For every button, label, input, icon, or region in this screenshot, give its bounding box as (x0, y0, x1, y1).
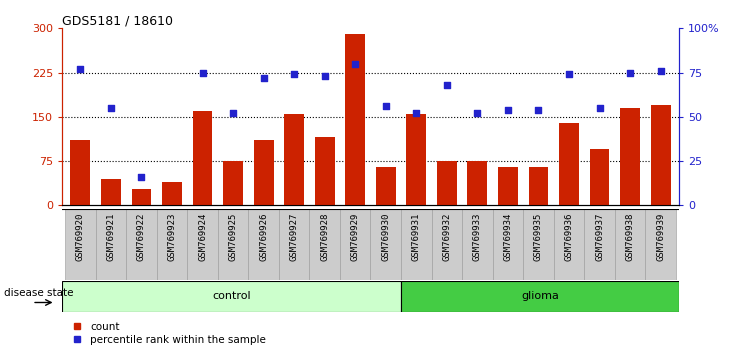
Text: GSM769938: GSM769938 (626, 212, 634, 261)
Point (593, 105, 605, 111)
Text: GSM769923: GSM769923 (167, 212, 177, 261)
Point (74, 66, 86, 72)
Text: GSM769936: GSM769936 (564, 212, 574, 261)
Text: GSM769934: GSM769934 (504, 212, 512, 261)
Bar (157, 209, 188, 280)
Text: GSM769920: GSM769920 (76, 212, 85, 261)
Bar (193, 111, 212, 205)
Bar (467, 161, 488, 205)
Bar (584, 209, 615, 280)
Bar (498, 167, 518, 205)
Bar (493, 209, 523, 280)
Bar (162, 182, 182, 205)
Bar (462, 209, 493, 280)
Bar (650, 105, 670, 205)
Text: GSM769939: GSM769939 (656, 212, 665, 261)
Text: GSM769930: GSM769930 (381, 212, 391, 261)
Point (533, 107, 545, 113)
Text: GSM769929: GSM769929 (350, 212, 360, 261)
Bar (126, 209, 157, 280)
Bar (315, 137, 334, 205)
Text: GSM769926: GSM769926 (259, 212, 268, 261)
Point (136, 174, 147, 180)
Bar (310, 209, 340, 280)
Text: GSM769935: GSM769935 (534, 212, 543, 261)
Bar (218, 209, 248, 280)
Point (319, 73, 331, 79)
Bar (248, 209, 279, 280)
Point (196, 70, 208, 75)
Bar (279, 209, 310, 280)
Point (502, 107, 514, 113)
Bar (223, 161, 243, 205)
Point (105, 105, 117, 111)
Point (441, 82, 453, 88)
Bar (131, 189, 151, 205)
Bar (62, 281, 402, 312)
Text: GSM769931: GSM769931 (412, 212, 420, 261)
Bar (615, 209, 645, 280)
Point (624, 70, 636, 75)
Bar (402, 281, 679, 312)
Text: GSM769922: GSM769922 (137, 212, 146, 261)
Bar (523, 209, 553, 280)
Point (350, 61, 361, 67)
Text: control: control (212, 291, 251, 302)
Bar (71, 141, 91, 205)
Bar (437, 161, 457, 205)
Bar (284, 114, 304, 205)
Text: GDS5181 / 18610: GDS5181 / 18610 (62, 14, 173, 27)
Point (410, 110, 422, 116)
Bar (553, 209, 584, 280)
Bar (401, 209, 431, 280)
Bar (407, 114, 426, 205)
Bar (559, 123, 579, 205)
Point (563, 72, 575, 77)
Bar (620, 108, 640, 205)
Text: GSM769925: GSM769925 (228, 212, 237, 261)
Bar (340, 209, 370, 280)
Bar (529, 167, 548, 205)
Bar (188, 209, 218, 280)
Point (380, 103, 391, 109)
Bar (645, 209, 676, 280)
Point (472, 110, 483, 116)
Text: GSM769933: GSM769933 (473, 212, 482, 261)
Bar (431, 209, 462, 280)
Bar (376, 167, 396, 205)
Point (288, 72, 300, 77)
Bar (96, 209, 126, 280)
Text: glioma: glioma (521, 291, 559, 302)
Bar (253, 141, 274, 205)
Bar (371, 209, 401, 280)
Point (227, 110, 239, 116)
Text: GSM769927: GSM769927 (290, 212, 299, 261)
Text: GSM769937: GSM769937 (595, 212, 604, 261)
Text: GSM769924: GSM769924 (198, 212, 207, 261)
Legend: count, percentile rank within the sample: count, percentile rank within the sample (67, 317, 270, 349)
Point (655, 68, 666, 74)
Bar (65, 209, 96, 280)
Text: GSM769921: GSM769921 (107, 212, 115, 261)
Bar (345, 34, 365, 205)
Text: disease state: disease state (4, 288, 73, 298)
Text: GSM769932: GSM769932 (442, 212, 451, 261)
Bar (590, 149, 610, 205)
Point (258, 75, 269, 81)
Text: GSM769928: GSM769928 (320, 212, 329, 261)
Bar (101, 179, 121, 205)
